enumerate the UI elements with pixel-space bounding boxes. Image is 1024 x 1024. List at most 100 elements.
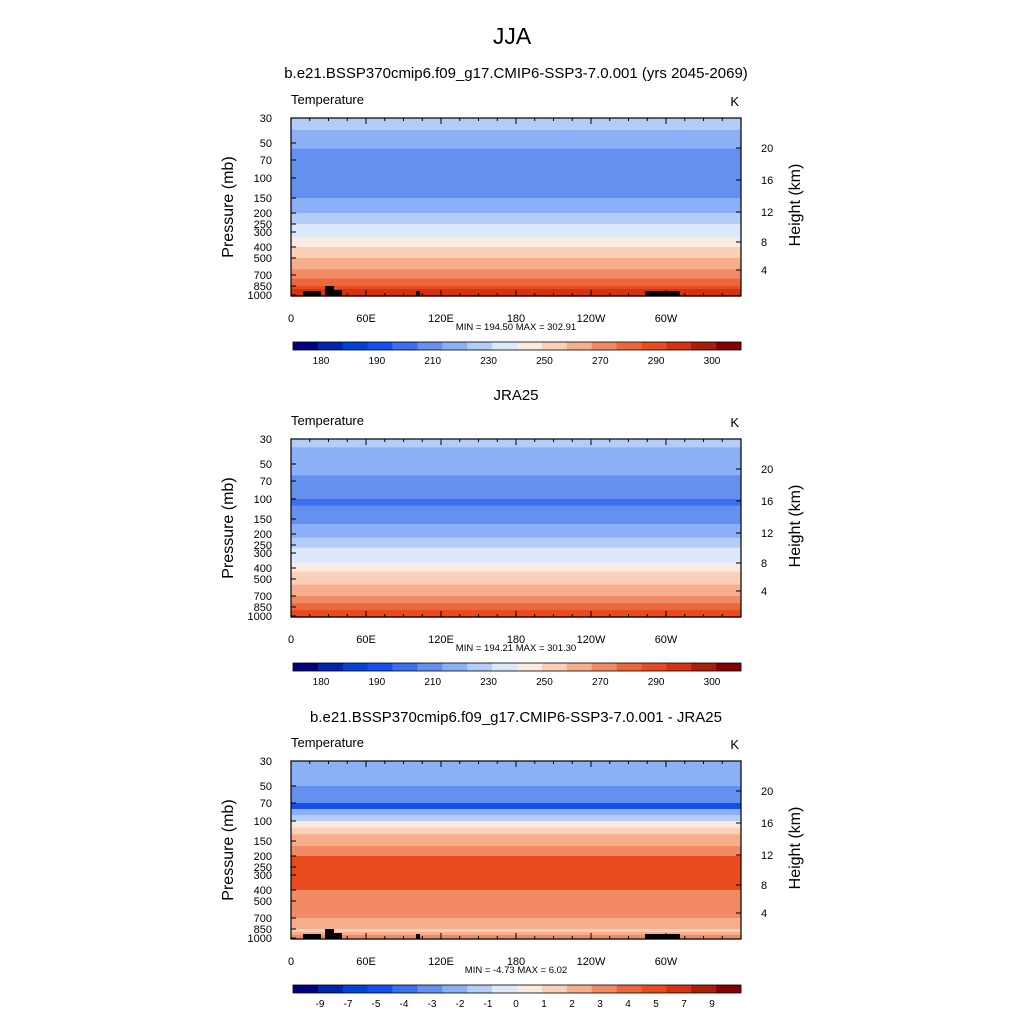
contour-band [291,856,741,861]
y-tick-label: 300 [254,870,272,882]
contour-band [291,547,741,551]
y-tick-label: 400 [254,885,272,897]
x-tick-label: 120E [428,956,454,968]
contour-band [291,797,741,804]
x-tick-label: 120W [577,313,606,325]
contour-band [291,558,741,564]
colorbar-label: -4 [400,999,409,1010]
y-right-tick-label: 12 [761,207,773,219]
y-right-tick-label: 20 [761,143,773,155]
colorbar-swatch [293,663,319,671]
colorbar-swatch [467,342,493,350]
colorbar-swatch [566,342,592,350]
contour-band [291,475,741,482]
units-label: K [730,94,739,109]
y-right-tick-label: 16 [761,496,773,508]
contour-band [291,178,741,186]
contour-band [291,512,741,520]
stats-label: MIN = 194.50 MAX = 302.91 [456,322,576,333]
contour-band [291,263,741,270]
y-right-tick-label: 8 [761,237,767,249]
x-tick-label: 60W [655,956,678,968]
contour-band [291,226,741,230]
colorbar-label: 3 [597,999,603,1010]
y-tick-label: 100 [254,816,272,828]
y-tick-label: 100 [254,173,272,185]
colorbar-swatch [293,985,319,993]
contour-band [291,203,741,209]
contour-band [291,918,741,923]
colorbar-swatch [492,663,518,671]
topography-block [416,934,420,939]
contour-band [291,827,741,835]
colorbar-swatch [517,663,543,671]
colorbar-swatch [342,342,368,350]
contour-band [291,224,741,228]
x-tick-label: 60E [356,634,376,646]
contour-band [291,571,741,576]
contour-band [291,553,741,559]
variable-label: Temperature [291,413,364,428]
contour-band [291,232,741,238]
colorbar-label: 190 [369,356,386,367]
contour-band [291,469,741,476]
contour-band [291,487,741,494]
y-tick-label: 400 [254,242,272,254]
contour-band [291,603,741,608]
colorbar-swatch [392,985,418,993]
contour-band [291,220,741,225]
contour-band [291,242,741,248]
topography-block [325,929,334,939]
contour-band [291,505,741,513]
colorbar-label: 210 [424,677,441,688]
contour-band [291,237,741,243]
y-tick-label: 1000 [248,290,272,302]
colorbar-swatch [442,663,468,671]
colorbar-label: 270 [592,677,609,688]
colorbar-label: -1 [484,999,493,1010]
y-tick-label: 700 [254,913,272,925]
contour-band [291,213,741,218]
y-tick-label: 50 [260,781,272,793]
colorbar-label: 290 [648,677,665,688]
colorbar-label: -9 [316,999,325,1010]
y-right-axis-title: Height (km) [787,807,804,890]
contour-band [291,529,741,535]
contour-band [291,269,741,276]
x-tick-label: 60E [356,313,376,325]
y-tick-label: 1000 [248,933,272,945]
contour-band [291,893,741,898]
colorbar-swatch [641,342,667,350]
contour-band [291,803,741,810]
colorbar-swatch [566,985,592,993]
contour-band [291,191,741,199]
y-tick-label: 30 [260,756,272,768]
contour-band [291,134,741,144]
contour-band [291,579,741,586]
contour-band [291,275,741,280]
y-tick-label: 50 [260,138,272,150]
y-right-tick-label: 8 [761,880,767,892]
colorbar-swatch [367,663,393,671]
colorbar-label: 180 [313,356,330,367]
colorbar-swatch [442,985,468,993]
y-tick-label: 300 [254,227,272,239]
contour-band [291,534,741,539]
colorbar-swatch [317,985,344,993]
contour-band [291,143,741,150]
y-tick-label: 70 [260,476,272,488]
contour-band [291,541,741,546]
colorbar-label: 0 [513,999,519,1010]
colorbar-label: 270 [592,356,609,367]
x-tick-label: 60E [356,956,376,968]
colorbar-label: 300 [704,356,721,367]
colorbar-swatch [342,985,368,993]
contour-band [291,575,741,580]
y-tick-label: 70 [260,798,272,810]
y-right-tick-label: 4 [761,586,767,598]
x-tick-label: 0 [288,313,294,325]
contour-band [291,198,741,204]
colorbar-swatch [392,342,418,350]
colorbar-label: 7 [681,999,687,1010]
